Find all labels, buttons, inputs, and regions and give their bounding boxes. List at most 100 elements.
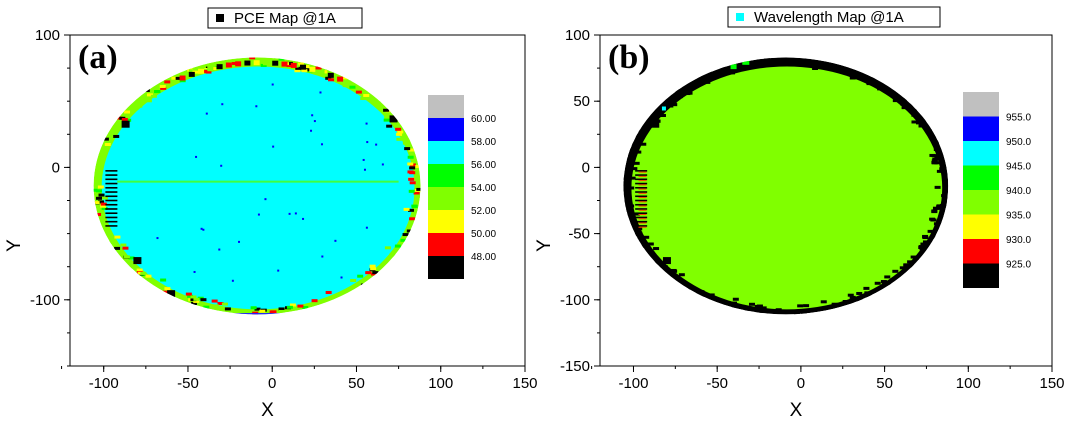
edge-cell xyxy=(128,256,135,260)
colorbar-label: 935.0 xyxy=(1006,211,1031,222)
edge-cell xyxy=(880,280,887,284)
edge-cell xyxy=(676,95,683,99)
edge-cell xyxy=(623,193,630,197)
edge-cell xyxy=(922,240,929,244)
wafer-fill xyxy=(631,66,943,310)
edge-cell xyxy=(653,247,660,251)
speckle xyxy=(294,212,297,215)
edge-cell xyxy=(402,233,409,237)
edge-cell xyxy=(389,115,398,123)
edge-cell xyxy=(730,64,737,70)
edge-cell xyxy=(667,104,674,108)
edge-cell xyxy=(297,62,304,66)
edge-cell xyxy=(922,124,929,128)
edge-cell xyxy=(917,115,926,123)
edge-cell xyxy=(98,200,105,204)
edge-cell xyxy=(696,80,703,84)
colorbar-label: 60.00 xyxy=(471,114,496,125)
colorbar-label: 955.0 xyxy=(1006,113,1031,124)
edge-cell xyxy=(128,265,135,269)
edge-cell xyxy=(244,60,251,66)
edge-cell xyxy=(635,199,648,202)
edge-cell xyxy=(408,189,415,193)
edge-cell xyxy=(625,213,632,217)
edge-cell xyxy=(864,291,871,295)
edge-cell xyxy=(93,188,98,192)
edge-cell xyxy=(910,109,917,113)
edge-cell xyxy=(394,244,401,248)
edge-cell xyxy=(629,176,636,180)
edge-cell xyxy=(188,71,195,77)
edge-cell xyxy=(635,220,648,223)
edge-cell xyxy=(931,209,938,213)
chart-panel-b: -100 -50 0 50 100 150 100 50 0 -50 -100 -150 X Y (b) Wa… xyxy=(534,6,1065,421)
colorbar-swatch xyxy=(963,116,999,141)
edge-cell xyxy=(217,302,224,306)
edge-cell xyxy=(278,307,285,311)
edge-cell xyxy=(742,58,750,65)
edge-cell xyxy=(635,216,648,219)
edge-cell xyxy=(635,225,648,227)
edge-cell xyxy=(295,66,302,70)
edge-cell xyxy=(383,118,390,122)
speckle xyxy=(321,143,324,146)
edge-cell xyxy=(249,57,256,60)
edge-cell xyxy=(936,205,943,209)
edge-cell xyxy=(637,235,644,239)
x-tick-label: -50 xyxy=(706,375,728,392)
speckle xyxy=(381,163,384,166)
speckle xyxy=(272,145,275,148)
edge-cell xyxy=(633,212,640,216)
edge-cell xyxy=(800,311,807,315)
speckle xyxy=(340,276,343,279)
colorbar-label: 48.00 xyxy=(471,252,496,263)
edge-cell xyxy=(710,74,717,78)
edge-cell xyxy=(636,227,643,231)
edge-cell xyxy=(146,93,153,97)
edge-cell xyxy=(903,264,910,268)
speckle xyxy=(264,198,267,201)
edge-cell xyxy=(406,229,413,233)
edge-cell xyxy=(120,243,127,247)
edge-cell xyxy=(200,298,207,302)
edge-cell xyxy=(874,281,881,285)
edge-cell xyxy=(930,235,937,239)
edge-cell xyxy=(934,155,941,159)
edge-cell xyxy=(763,57,770,60)
edge-cell xyxy=(835,68,842,72)
edge-cell xyxy=(645,122,652,126)
edge-cell xyxy=(192,70,199,74)
edge-cell xyxy=(651,120,660,128)
speckle xyxy=(221,103,224,106)
colorbar-label: 940.0 xyxy=(1006,186,1031,197)
edge-cell xyxy=(305,68,312,72)
edge-cell xyxy=(325,290,332,294)
edge-cell xyxy=(402,141,409,145)
speckle xyxy=(205,112,208,115)
edge-cell xyxy=(932,157,939,161)
speckle xyxy=(288,212,291,215)
edge-cell xyxy=(635,150,642,154)
edge-cell xyxy=(95,212,102,216)
edge-cell xyxy=(300,64,307,70)
edge-cell xyxy=(936,169,943,173)
edge-cell xyxy=(108,241,115,245)
edge-cell xyxy=(193,297,200,301)
edge-cell xyxy=(93,201,100,205)
edge-cell xyxy=(901,106,908,110)
edge-cell xyxy=(278,309,285,313)
speckle xyxy=(311,114,314,117)
edge-cell xyxy=(635,208,648,210)
y-tick-label: 0 xyxy=(52,159,60,176)
edge-cell xyxy=(383,108,390,112)
edge-cell xyxy=(625,156,632,160)
edge-cell xyxy=(105,199,118,202)
edge-cell xyxy=(659,113,666,117)
legend-box xyxy=(207,7,363,29)
speckle xyxy=(366,141,369,144)
edge-cell xyxy=(231,61,238,65)
edge-cell xyxy=(250,306,257,310)
edge-cell xyxy=(413,191,420,195)
colorbar-label: 950.0 xyxy=(1006,137,1031,148)
colorbar-swatch xyxy=(963,141,999,166)
